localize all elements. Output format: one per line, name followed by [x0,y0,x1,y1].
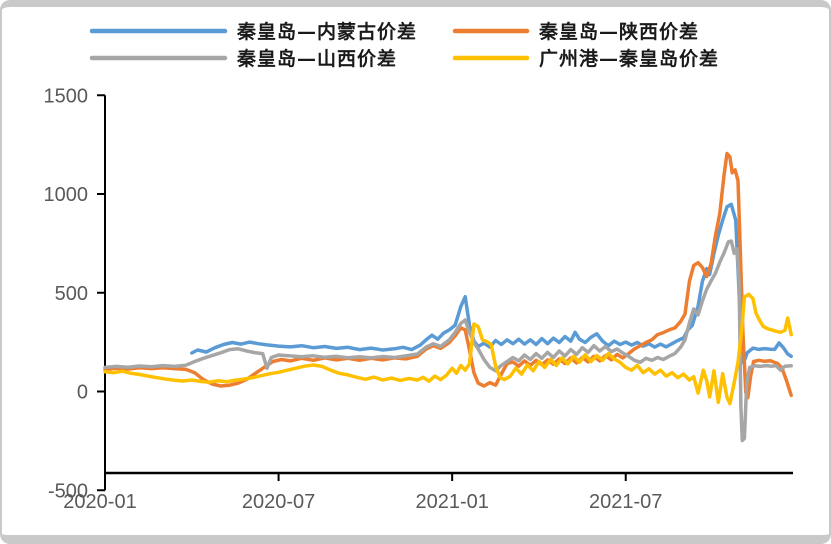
series-line-2 [103,239,793,443]
legend-label-qhd-shaanxi: 秦皇岛—陕西价差 [538,20,699,43]
legend-label-qhd-neimenggu: 秦皇岛—内蒙古价差 [236,20,417,43]
legend: 秦皇岛—内蒙古价差 秦皇岛—陕西价差 秦皇岛—山西价差 广州港—秦皇岛价差 [89,20,719,70]
series-lines [103,151,793,443]
axes [97,94,793,492]
x-tick-label: 2020-07 [242,491,315,513]
x-tick-label: 2021-01 [415,491,488,513]
legend-label-qhd-shanxi: 秦皇岛—山西价差 [236,47,397,70]
legend-label-gz-qhd: 广州港—秦皇岛价差 [539,47,719,70]
x-tick-label: 2020-01 [63,491,136,513]
y-tick-label: -500 [48,480,88,502]
x-tick-label: 2021-07 [589,491,662,513]
series-line-0 [190,202,793,365]
series-line-1 [103,151,793,400]
y-tick-label: 0 [77,382,88,404]
series-line-3 [103,292,793,406]
y-tick-label: 500 [55,283,88,305]
y-tick-label: 1000 [44,184,89,206]
y-tick-label: 1500 [44,85,89,107]
